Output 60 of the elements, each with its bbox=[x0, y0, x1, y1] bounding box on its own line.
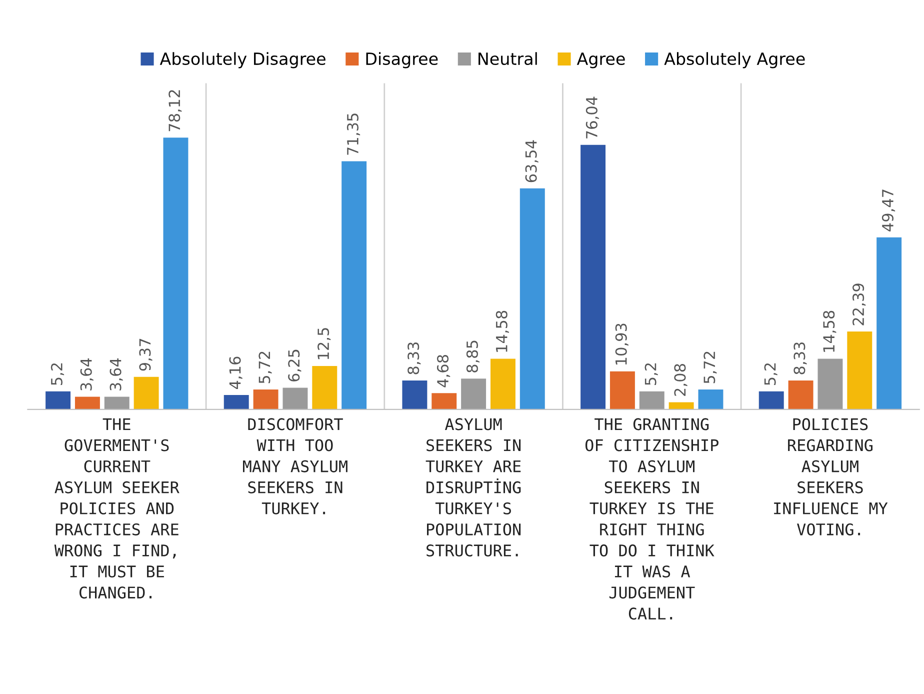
data-label: 4,16 bbox=[229, 356, 242, 390]
data-label: 3,64 bbox=[80, 358, 94, 390]
bar bbox=[461, 378, 486, 410]
bar bbox=[253, 390, 278, 410]
bar bbox=[163, 138, 188, 410]
data-label: 49,47 bbox=[882, 190, 896, 232]
data-label: 3,64 bbox=[110, 358, 123, 390]
bar bbox=[224, 394, 249, 410]
data-label: 5,2 bbox=[644, 363, 658, 385]
x-tick-label: ASYLUM SEEKERS IN TURKEY ARE DISRUPTİNG TURKEY'S POPULATION STRUCTURE. bbox=[426, 418, 521, 556]
bar bbox=[610, 371, 635, 410]
data-label: 4,68 bbox=[437, 354, 450, 388]
bar bbox=[74, 396, 100, 410]
bar bbox=[847, 332, 872, 410]
bar bbox=[312, 366, 338, 410]
data-label: 14,58 bbox=[823, 310, 836, 352]
bar bbox=[698, 390, 724, 410]
data-label: 6,25 bbox=[288, 350, 302, 382]
legend-label: Agree bbox=[576, 52, 625, 68]
category-label: THE GOVERMENT'S CURRENT ASYLUM SEEKER POLICIES AND PRACTICES ARE WRONG I FIND, IT MUST BE CHANGED. bbox=[54, 418, 180, 599]
bar bbox=[580, 144, 606, 410]
bar bbox=[342, 161, 367, 410]
bar bbox=[104, 396, 130, 410]
data-label: 12,5 bbox=[318, 328, 331, 360]
data-label: 5,72 bbox=[704, 352, 717, 384]
x-tick-label: POLICIES REGARDING ASYLUM SEEKERS INFLUENCE MY VOTING. bbox=[774, 418, 888, 536]
bar bbox=[818, 358, 843, 410]
legend-label: Absolutely Agree bbox=[664, 52, 805, 68]
data-label: 5,72 bbox=[258, 352, 272, 384]
bar bbox=[46, 391, 71, 410]
data-label: 10,93 bbox=[615, 324, 628, 365]
data-label: 8,85 bbox=[466, 340, 480, 372]
bar bbox=[639, 391, 664, 410]
bar bbox=[402, 380, 428, 410]
data-label: 14,58 bbox=[496, 310, 509, 352]
bar bbox=[134, 376, 159, 410]
category-label: THE GRANTING OF CITIZENSHIP TO ASYLUM SEEKERS IN TURKEY IS THE RIGHT THING TO DO I THINK IT WAS A JUDGEMENT CALL. bbox=[585, 418, 718, 620]
data-label: 2,08 bbox=[674, 364, 688, 396]
legend-label: Neutral bbox=[478, 52, 537, 66]
bar bbox=[432, 393, 457, 410]
data-label: 8,33 bbox=[408, 342, 421, 374]
bar bbox=[876, 237, 902, 410]
data-label: 71,35 bbox=[346, 114, 360, 155]
data-label: 9,37 bbox=[139, 338, 152, 371]
bar bbox=[758, 391, 784, 410]
data-label: 22,39 bbox=[852, 284, 866, 326]
data-label: 5,2 bbox=[764, 363, 778, 385]
x-tick-label: DISCOMFORT WITH TOO MANY ASYLUM SEEKERS IN TURKEY. bbox=[243, 418, 348, 514]
data-label: 76,04 bbox=[586, 96, 600, 138]
bar bbox=[490, 358, 516, 410]
bar bbox=[520, 188, 545, 410]
bar bbox=[282, 388, 308, 410]
bar bbox=[668, 402, 694, 410]
data-label: 5,2 bbox=[50, 363, 64, 385]
data-label: 8,33 bbox=[794, 342, 807, 374]
legend-label: Absolutely Disagree bbox=[160, 52, 326, 68]
data-label: 78,12 bbox=[168, 90, 182, 132]
bar bbox=[788, 380, 814, 410]
legend-label: Disagree bbox=[366, 52, 438, 68]
data-label: 63,54 bbox=[525, 140, 538, 182]
